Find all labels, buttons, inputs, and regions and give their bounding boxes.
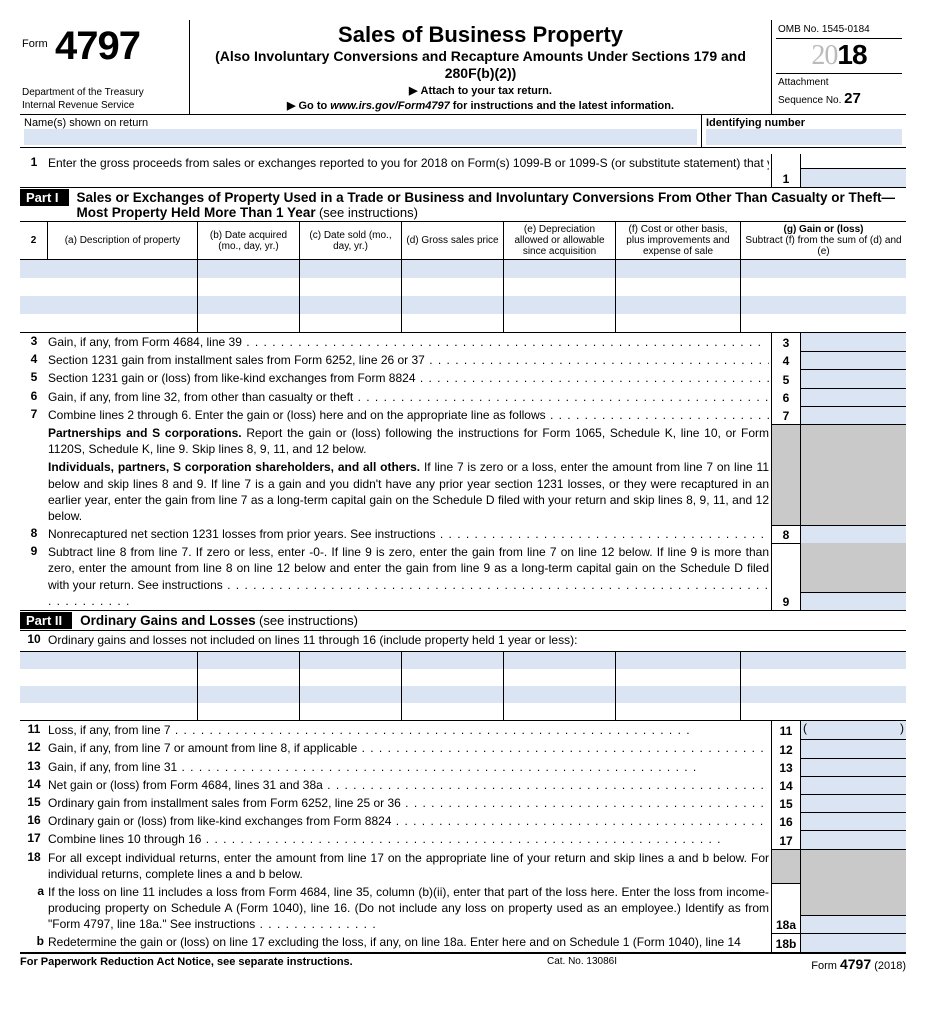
name-input[interactable] [24,129,697,145]
line-4-value[interactable] [801,351,906,369]
sub-title: (Also Involuntary Conversions and Recapt… [194,48,767,82]
line-8: 8 Nonrecaptured net section 1231 losses … [20,525,906,543]
form-number: 4797 [55,24,140,69]
line-17-value[interactable] [801,830,906,848]
name-id-row: Name(s) shown on return Identifying numb… [20,115,906,148]
footer-catno: Cat. No. 13086I [547,956,617,972]
footer-notice: For Paperwork Reduction Act Notice, see … [20,956,353,972]
footer-formref: Form 4797 (2018) [811,956,906,972]
table-row[interactable] [20,296,198,314]
omb-number: OMB No. 1545-0184 [776,22,902,39]
table-row[interactable] [20,314,198,332]
line-1: 1 Enter the gross proceeds from sales or… [20,148,906,187]
header-left: Form 4797 Department of the Treasury Int… [20,20,190,114]
dept-treasury: Department of the Treasury [22,87,183,100]
line-3: 3 Gain, if any, from Form 4684, line 39 … [20,333,906,351]
line-1-valcol [801,154,906,187]
attach-line: ▶ Attach to your tax return. [194,84,767,97]
line-6: 6 Gain, if any, from line 32, from other… [20,388,906,406]
line-7-partnerships: Partnerships and S corporations. Report … [20,424,906,458]
line-18b-value[interactable] [801,933,906,951]
table-row[interactable] [20,686,198,703]
line-7: 7 Combine lines 2 through 6. Enter the g… [20,406,906,424]
col-e: (e) Depreciation allowed or allowable si… [504,222,616,259]
name-cell[interactable]: Name(s) shown on return [20,115,701,147]
main-title: Sales of Business Property [194,22,767,48]
id-input[interactable] [706,129,902,145]
part-1-label: Part I [20,189,69,206]
line-13-value[interactable] [801,758,906,776]
line-num-1: 1 [20,154,48,187]
line-1-boxnum: 1 [771,154,801,187]
col-f: (f) Cost or other basis, plus improvemen… [616,222,741,259]
line-15-value[interactable] [801,794,906,812]
form-label: Form [22,38,48,50]
part-2-header: Part II Ordinary Gains and Losses (see i… [20,610,906,631]
col-num: 2 [20,222,48,259]
table-row[interactable] [20,652,198,669]
line-1-desc: Enter the gross proceeds from sales or e… [48,154,771,187]
line-5: 5 Section 1231 gain or (loss) from like-… [20,369,906,387]
line-18: 18 For all except individual returns, en… [20,849,906,883]
line-18a-value[interactable] [801,915,906,933]
col-d: (d) Gross sales price [402,222,504,259]
id-cell[interactable]: Identifying number [701,115,906,147]
line-12: 12 Gain, if any, from line 7 or amount f… [20,739,906,757]
header-right: OMB No. 1545-0184 2018 Attachment Sequen… [771,20,906,114]
col-b: (b) Date acquired (mo., day, yr.) [198,222,300,259]
part2-data-rows [20,652,906,721]
header-center: Sales of Business Property (Also Involun… [190,20,771,114]
line-13: 13 Gain, if any, from line 31 13 [20,758,906,776]
form-footer: For Paperwork Reduction Act Notice, see … [20,953,906,972]
part-1-header: Part I Sales or Exchanges of Property Us… [20,187,906,222]
part-2-label: Part II [20,612,72,629]
line-11-value[interactable]: () [801,721,906,739]
tax-year: 2018 [776,39,902,74]
form-header: Form 4797 Department of the Treasury Int… [20,20,906,115]
dept-lines: Department of the Treasury Internal Reve… [22,87,183,112]
line-8-value[interactable] [801,525,906,543]
col-a: (a) Description of property [48,222,198,259]
part1-col-headers: 2 (a) Description of property (b) Date a… [20,222,906,260]
goto-line: ▶ Go to www.irs.gov/Form4797 for instruc… [194,99,767,112]
line-15: 15 Ordinary gain from installment sales … [20,794,906,812]
line-7-value[interactable] [801,406,906,424]
line-10: 10 Ordinary gains and losses not include… [20,631,906,652]
form-4797: Form 4797 Department of the Treasury Int… [20,20,906,953]
line-18a: a If the loss on line 11 includes a loss… [20,883,906,934]
line-3-value[interactable] [801,333,906,351]
line-7-individuals: Individuals, partners, S corporation sha… [20,458,906,525]
col-g: (g) Gain or (loss)Subtract (f) from the … [741,222,906,259]
line-9-value[interactable] [801,592,906,610]
irs-line: Internal Revenue Service [22,100,183,113]
line-14-value[interactable] [801,776,906,794]
table-row[interactable] [20,278,198,296]
line-17: 17 Combine lines 10 through 16 17 [20,830,906,848]
line-1-value[interactable] [801,169,906,187]
line-5-value[interactable] [801,369,906,387]
table-row[interactable] [20,260,198,278]
line-9: 9 Subtract line 8 from line 7. If zero o… [20,543,906,610]
line-16: 16 Ordinary gain or (loss) from like-kin… [20,812,906,830]
part1-data-rows [20,260,906,333]
line-6-value[interactable] [801,388,906,406]
table-row[interactable] [20,703,198,720]
line-12-value[interactable] [801,739,906,757]
col-c: (c) Date sold (mo., day, yr.) [300,222,402,259]
table-row[interactable] [20,669,198,686]
line-16-value[interactable] [801,812,906,830]
line-14: 14 Net gain or (loss) from Form 4684, li… [20,776,906,794]
attachment-seq: Attachment Sequence No. 27 [776,74,902,109]
line-4: 4 Section 1231 gain from installment sal… [20,351,906,369]
line-18b: b Redetermine the gain or (loss) on line… [20,933,906,951]
line-11: 11 Loss, if any, from line 7 11 () [20,721,906,739]
